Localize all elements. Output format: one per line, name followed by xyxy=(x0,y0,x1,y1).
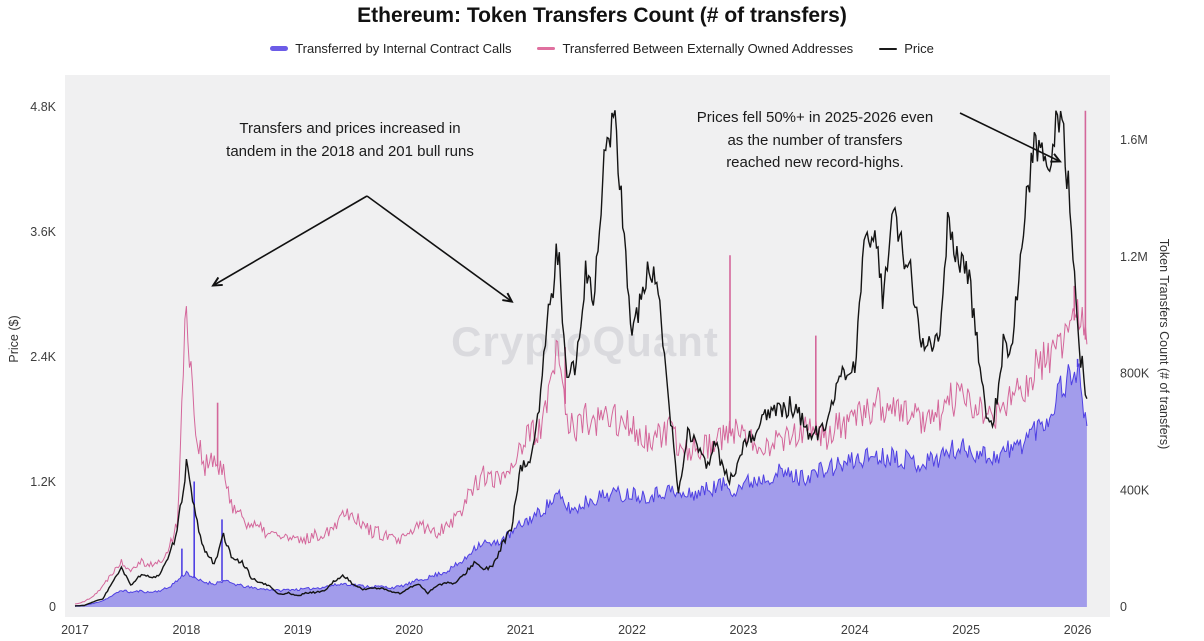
legend-label: Transferred Between Externally Owned Add… xyxy=(562,41,854,56)
x-tick-label: 2021 xyxy=(507,623,535,637)
right-axis-title: Token Transfers Count (# of transfers) xyxy=(1157,238,1171,450)
x-tick-label: 2026 xyxy=(1064,623,1092,637)
x-tick-label: 2020 xyxy=(395,623,423,637)
x-tick-label: 2023 xyxy=(729,623,757,637)
annotation-arrow xyxy=(214,195,368,285)
annotation-bull-runs: Transfers and prices increased in tandem… xyxy=(226,120,474,160)
legend-swatch xyxy=(537,47,556,50)
y-right-tick-label: 1.2M xyxy=(1120,250,1148,264)
series-layer xyxy=(74,110,1088,607)
y-left-tick-label: 2.4K xyxy=(30,350,56,364)
x-tick-label: 2019 xyxy=(284,623,312,637)
y-left-tick-label: 1.2K xyxy=(30,475,56,489)
legend: Transferred by Internal Contract Calls Tr… xyxy=(0,41,1204,56)
internal-contract-calls-series xyxy=(74,363,1088,607)
y-right-tick-label: 0 xyxy=(1120,600,1127,614)
price-series xyxy=(74,110,1088,607)
y-right-tick-label: 1.6M xyxy=(1120,133,1148,147)
legend-item-price-series[interactable]: Price xyxy=(879,41,934,56)
y-left-tick-label: 0 xyxy=(49,600,56,614)
legend-swatch xyxy=(879,47,898,50)
y-right-tick-label: 800K xyxy=(1120,367,1150,381)
legend-item-internal-contract-calls-series[interactable]: Transferred by Internal Contract Calls xyxy=(270,41,511,56)
eoa-transfers-series xyxy=(74,299,1088,605)
annotation-arrows-layer xyxy=(214,112,1059,301)
x-tick-label: 2018 xyxy=(172,623,200,637)
legend-swatch xyxy=(270,46,289,51)
internal-contract-calls-series-area xyxy=(75,363,1087,607)
legend-label: Price xyxy=(904,41,934,56)
annotation-arrow xyxy=(366,195,511,301)
x-tick-label: 2025 xyxy=(952,623,980,637)
axes-layer: 0 1.2K 2.4K 3.6K 4.8K 0 400K 800K 1.2M 1.6M 2017 20… xyxy=(30,100,1150,637)
legend-item-eoa-transfers-series[interactable]: Transferred Between Externally Owned Add… xyxy=(537,41,853,56)
chart-title: Ethereum: Token Transfers Count (# of tr… xyxy=(357,4,847,27)
y-left-tick-label: 4.8K xyxy=(30,100,56,114)
annotation-arrow xyxy=(959,112,1059,161)
watermark: CryptoQuant xyxy=(451,318,719,365)
y-left-tick-label: 3.6K xyxy=(30,225,56,239)
x-tick-label: 2022 xyxy=(618,623,646,637)
annotation-price-fall: Prices fell 50%+ in 2025-2026 even as th… xyxy=(696,109,934,171)
y-right-tick-label: 400K xyxy=(1120,483,1150,497)
x-tick-label: 2017 xyxy=(61,623,89,637)
legend-label: Transferred by Internal Contract Calls xyxy=(295,41,512,56)
x-tick-label: 2024 xyxy=(841,623,869,637)
left-axis-title: Price ($) xyxy=(7,315,21,363)
